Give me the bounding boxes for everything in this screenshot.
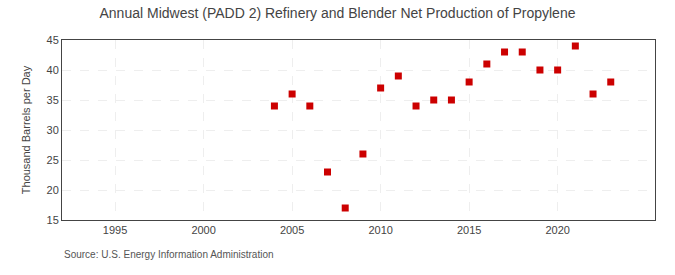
svg-text:45: 45: [47, 34, 59, 46]
svg-text:40: 40: [47, 64, 59, 76]
svg-text:2000: 2000: [191, 224, 215, 236]
svg-text:20: 20: [47, 184, 59, 196]
svg-text:2015: 2015: [457, 224, 481, 236]
svg-text:Source: U.S. Energy Informatio: Source: U.S. Energy Information Administ…: [64, 249, 274, 260]
svg-text:25: 25: [47, 154, 59, 166]
svg-text:Annual Midwest (PADD 2) Refine: Annual Midwest (PADD 2) Refinery and Ble…: [100, 5, 576, 21]
svg-text:Thousand Barrels per Day: Thousand Barrels per Day: [20, 65, 32, 194]
svg-text:35: 35: [47, 94, 59, 106]
svg-text:15: 15: [47, 214, 59, 226]
svg-text:1995: 1995: [103, 224, 127, 236]
svg-text:2005: 2005: [280, 224, 304, 236]
svg-text:2020: 2020: [545, 224, 569, 236]
svg-text:30: 30: [47, 124, 59, 136]
svg-text:2010: 2010: [368, 224, 392, 236]
